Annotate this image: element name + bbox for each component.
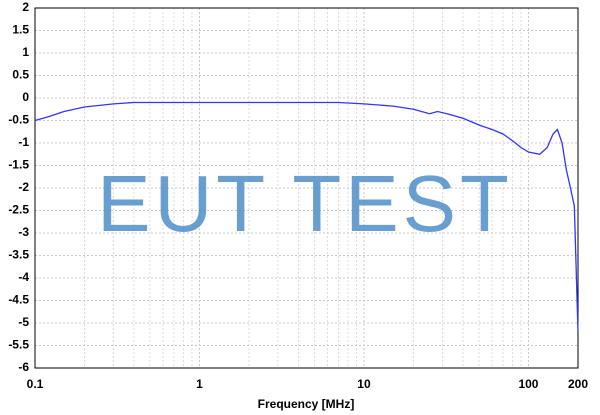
x-axis-label: Frequency [MHz] bbox=[258, 397, 355, 411]
plot-frame bbox=[34, 7, 579, 369]
y-tick-label: 1 bbox=[22, 45, 29, 59]
watermark: EUT TEST bbox=[97, 159, 513, 248]
y-tick-label: -2 bbox=[18, 180, 29, 194]
y-tick-label: 0.5 bbox=[12, 68, 29, 82]
y-tick-label: -3.5 bbox=[8, 248, 29, 262]
y-tick-label: -6 bbox=[18, 360, 29, 374]
y-tick-label: -5.5 bbox=[8, 338, 29, 352]
y-tick-label: -2.5 bbox=[8, 203, 29, 217]
y-tick-label: -5 bbox=[18, 315, 29, 329]
y-tick-label: 0 bbox=[22, 90, 29, 104]
x-tick-label: 100 bbox=[518, 377, 538, 391]
x-tick-label: 1 bbox=[196, 377, 203, 391]
y-tick-label: -3 bbox=[18, 225, 29, 239]
y-tick-label: 2 bbox=[22, 0, 29, 14]
y-tick-label: -1 bbox=[18, 135, 29, 149]
data-line bbox=[34, 101, 579, 333]
x-tick-label: 0.1 bbox=[27, 377, 44, 391]
y-tick-label: -0.5 bbox=[8, 113, 29, 127]
y-tick-label: -4 bbox=[18, 270, 29, 284]
x-tick-label: 200 bbox=[568, 377, 588, 391]
plot: 2 1.5 1 0.5 0 -0.5 -1 -1.5 -2 -2.5 -3 -3.5 -4 -4.5 -5 -… bbox=[8, 0, 588, 391]
y-tick-label: -4.5 bbox=[8, 293, 29, 307]
x-tick-label: 10 bbox=[357, 377, 371, 391]
y-tick-label: -1.5 bbox=[8, 158, 29, 172]
y-tick-label: 1.5 bbox=[12, 23, 29, 37]
